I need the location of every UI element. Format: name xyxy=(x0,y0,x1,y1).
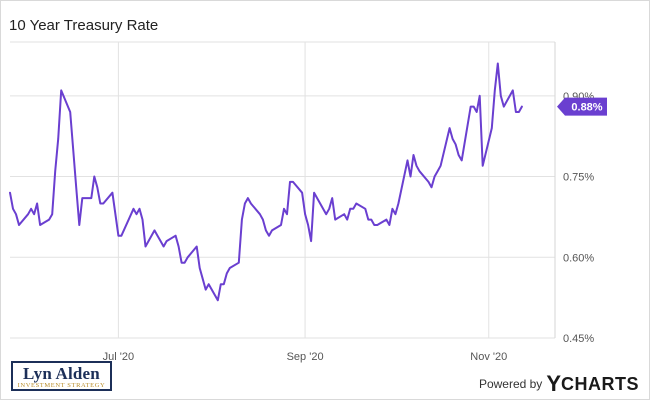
ycharts-logo-text: CHARTS xyxy=(561,374,639,394)
chart-title: 10 Year Treasury Rate xyxy=(9,17,159,34)
last-value-badge xyxy=(557,97,607,116)
x-tick-label: Sep '20 xyxy=(287,351,324,363)
series-line-0 xyxy=(9,62,523,302)
x-tick-label: Nov '20 xyxy=(470,351,507,363)
last-value-label: 0.88% xyxy=(571,102,602,114)
y-tick-label: 0.60% xyxy=(563,252,594,264)
powered-by-label: Powered by xyxy=(478,377,543,391)
x-tick-label: Jul '20 xyxy=(103,351,134,363)
y-tick-label: 0.45% xyxy=(563,333,594,345)
lyn-alden-logo[interactable]: Lyn Alden INVESTMENT STRATEGY xyxy=(11,361,112,391)
y-tick-label: 0.75% xyxy=(563,172,594,184)
logo-name: Lyn Alden xyxy=(23,364,100,383)
powered-by-ycharts[interactable]: Powered by Y CHARTS xyxy=(478,371,639,396)
logo-tagline: INVESTMENT STRATEGY xyxy=(17,382,106,389)
ycharts-logo-y: Y xyxy=(546,371,561,396)
